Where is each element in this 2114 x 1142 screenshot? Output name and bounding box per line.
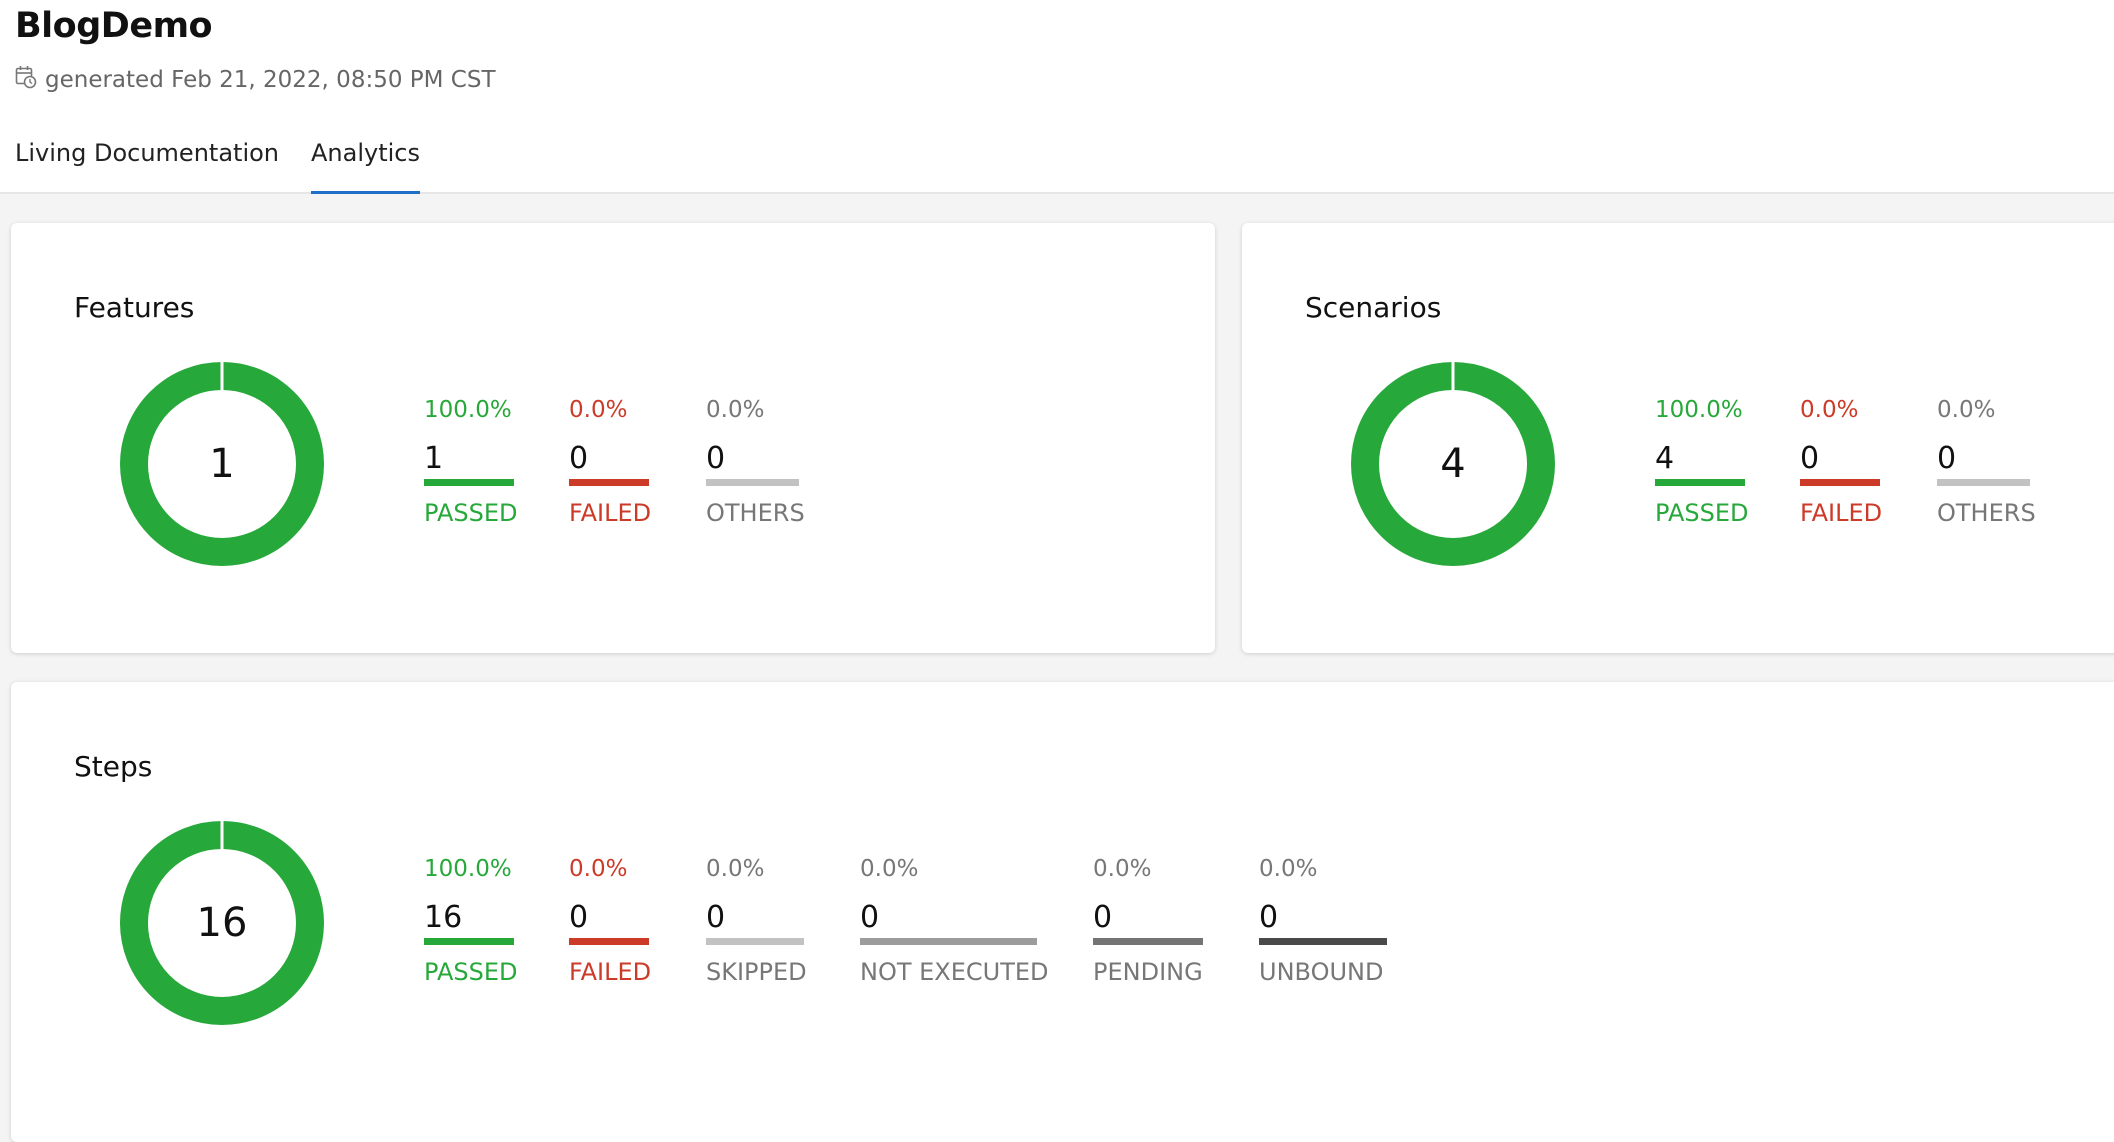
scenarios-passed-bar — [1655, 479, 1745, 486]
generated-text: generated Feb 21, 2022, 08:50 PM CST — [45, 67, 496, 93]
scenarios-passed-count: 4 — [1655, 441, 1675, 476]
steps-skipped-stat: 0.0% 0 SKIPPED — [706, 854, 807, 987]
scenarios-others-bar — [1937, 479, 2030, 486]
features-failed-bar — [569, 479, 649, 486]
generated-timestamp: generated Feb 21, 2022, 08:50 PM CST — [15, 63, 496, 97]
app-title: BlogDemo — [15, 6, 213, 46]
features-total: 1 — [209, 441, 235, 487]
features-card: Features 1 100.0% 1 PASSED 0.0% 0 FAILED… — [11, 223, 1215, 653]
steps-skipped-count: 0 — [706, 900, 726, 935]
steps-not-executed-pct: 0.0% — [860, 856, 919, 882]
features-passed-count: 1 — [424, 441, 444, 476]
scenarios-others-pct: 0.0% — [1937, 397, 1996, 423]
scenarios-others-count: 0 — [1937, 441, 1957, 476]
features-others-pct: 0.0% — [706, 397, 765, 423]
tab-analytics[interactable]: Analytics — [311, 130, 420, 194]
steps-pending-count: 0 — [1093, 900, 1113, 935]
scenarios-failed-count: 0 — [1800, 441, 1820, 476]
features-failed-count: 0 — [569, 441, 589, 476]
steps-skipped-pct: 0.0% — [706, 856, 765, 882]
scenarios-failed-pct: 0.0% — [1800, 397, 1859, 423]
scenarios-total: 4 — [1440, 441, 1466, 487]
features-donut-chart: 1 — [119, 361, 325, 567]
scenarios-failed-stat: 0.0% 0 FAILED — [1800, 395, 1882, 528]
steps-failed-pct: 0.0% — [569, 856, 628, 882]
steps-not-executed-bar — [860, 938, 1037, 945]
steps-total: 16 — [196, 900, 248, 946]
steps-unbound-label: UNBOUND — [1259, 958, 1384, 986]
steps-donut-chart: 16 — [119, 820, 325, 1026]
steps-pending-stat: 0.0% 0 PENDING — [1093, 854, 1203, 987]
calendar-clock-icon — [15, 65, 45, 95]
features-passed-bar — [424, 479, 514, 486]
steps-title: Steps — [74, 750, 153, 783]
steps-pending-pct: 0.0% — [1093, 856, 1152, 882]
scenarios-passed-pct: 100.0% — [1655, 397, 1743, 423]
steps-failed-bar — [569, 938, 649, 945]
features-title: Features — [74, 291, 195, 324]
steps-pending-label: PENDING — [1093, 958, 1203, 986]
features-failed-pct: 0.0% — [569, 397, 628, 423]
features-others-count: 0 — [706, 441, 726, 476]
steps-unbound-stat: 0.0% 0 UNBOUND — [1259, 854, 1387, 987]
steps-skipped-label: SKIPPED — [706, 958, 807, 986]
tab-living-documentation[interactable]: Living Documentation — [15, 139, 279, 167]
steps-unbound-bar — [1259, 938, 1387, 945]
steps-not-executed-stat: 0.0% 0 NOT EXECUTED — [860, 854, 1049, 987]
scenarios-donut-chart: 4 — [1350, 361, 1556, 567]
report-header: BlogDemo generated Feb 21, 2022, 08:50 P… — [0, 0, 2114, 194]
scenarios-title: Scenarios — [1305, 291, 1442, 324]
steps-pending-bar — [1093, 938, 1203, 945]
features-failed-label: FAILED — [569, 499, 652, 527]
features-others-label: OTHERS — [706, 499, 805, 527]
steps-failed-stat: 0.0% 0 FAILED — [569, 854, 651, 987]
steps-passed-label: PASSED — [424, 958, 518, 986]
steps-not-executed-label: NOT EXECUTED — [860, 958, 1049, 986]
scenarios-others-label: OTHERS — [1937, 499, 2036, 527]
steps-passed-bar — [424, 938, 514, 945]
features-passed-pct: 100.0% — [424, 397, 512, 423]
scenarios-card: Scenarios 4 100.0% 4 PASSED 0.0% 0 FAILE… — [1242, 223, 2114, 653]
steps-card: Steps 16 100.0% 16 PASSED 0.0% 0 FAILED … — [11, 682, 2114, 1142]
steps-unbound-pct: 0.0% — [1259, 856, 1318, 882]
features-failed-stat: 0.0% 0 FAILED — [569, 395, 651, 528]
steps-skipped-bar — [706, 938, 804, 945]
steps-failed-label: FAILED — [569, 958, 652, 986]
steps-failed-count: 0 — [569, 900, 589, 935]
features-others-stat: 0.0% 0 OTHERS — [706, 395, 805, 528]
scenarios-failed-label: FAILED — [1800, 499, 1883, 527]
steps-passed-count: 16 — [424, 900, 463, 935]
steps-unbound-count: 0 — [1259, 900, 1279, 935]
features-others-bar — [706, 479, 799, 486]
scenarios-passed-stat: 100.0% 4 PASSED — [1655, 395, 1748, 528]
steps-passed-stat: 100.0% 16 PASSED — [424, 854, 517, 987]
features-passed-label: PASSED — [424, 499, 518, 527]
scenarios-passed-label: PASSED — [1655, 499, 1749, 527]
scenarios-failed-bar — [1800, 479, 1880, 486]
steps-not-executed-count: 0 — [860, 900, 880, 935]
scenarios-others-stat: 0.0% 0 OTHERS — [1937, 395, 2036, 528]
features-passed-stat: 100.0% 1 PASSED — [424, 395, 517, 528]
steps-passed-pct: 100.0% — [424, 856, 512, 882]
tab-bar: Living Documentation Analytics — [15, 130, 452, 194]
